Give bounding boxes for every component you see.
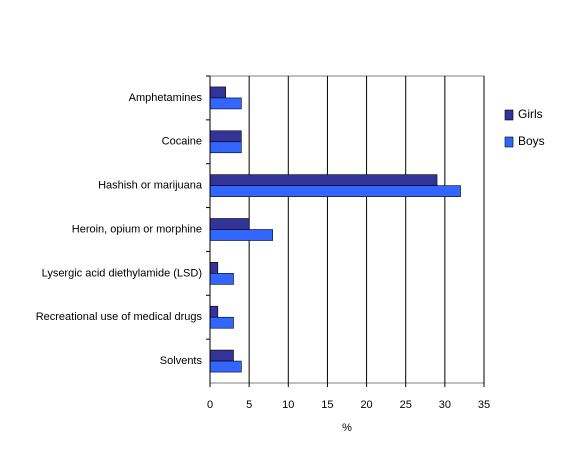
bar xyxy=(209,218,250,230)
x-tick-label: 15 xyxy=(321,399,333,411)
bar xyxy=(209,273,234,285)
x-tick-label: 25 xyxy=(400,399,412,411)
legend-label: Girls xyxy=(518,107,543,121)
bar xyxy=(209,229,273,241)
bar xyxy=(209,141,242,154)
x-tick-label: 35 xyxy=(478,399,490,411)
y-tick-label: Recreational use of medical drugs xyxy=(36,311,203,323)
bar xyxy=(209,316,234,329)
x-tick-label: 10 xyxy=(282,399,294,411)
bar xyxy=(209,349,234,362)
bar xyxy=(209,130,242,143)
bar xyxy=(209,305,219,318)
bar xyxy=(209,97,242,110)
y-tick-label: Solvents xyxy=(160,355,203,367)
bar xyxy=(209,360,242,373)
x-tick-label: 5 xyxy=(246,399,252,411)
bar xyxy=(209,262,219,274)
y-tick-label: Heroin, opium or morphine xyxy=(72,223,202,235)
y-tick-label: Lysergic acid diethylamide (LSD) xyxy=(42,267,202,279)
y-tick-label: Cocaine xyxy=(162,136,202,148)
bar xyxy=(209,174,438,186)
legend-label: Boys xyxy=(518,134,545,148)
x-axis-label: % xyxy=(342,422,352,434)
y-tick-label: Hashish or marijuana xyxy=(98,180,203,192)
legend-swatch xyxy=(504,109,514,121)
x-tick-label: 30 xyxy=(439,399,451,411)
x-tick-label: 20 xyxy=(360,399,372,411)
y-tick-label: Amphetamines xyxy=(129,92,203,104)
bar xyxy=(209,185,461,197)
bar xyxy=(209,86,226,99)
x-tick-label: 0 xyxy=(207,399,213,411)
legend-swatch xyxy=(504,136,514,148)
